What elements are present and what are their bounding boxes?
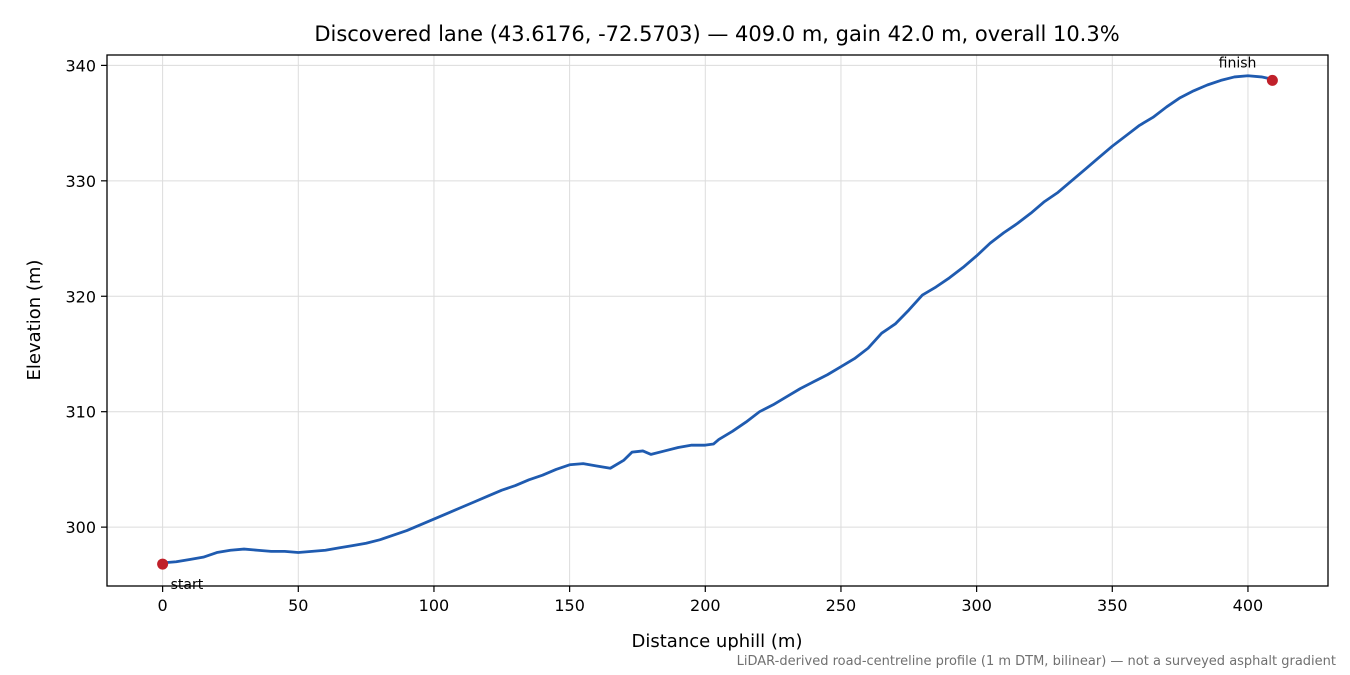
chart-title: Discovered lane (43.6176, -72.5703) — 40… (314, 22, 1119, 46)
y-tick-label: 320 (65, 287, 96, 306)
footnote: LiDAR-derived road-centreline profile (1… (737, 654, 1336, 669)
x-tick-label: 250 (826, 596, 857, 615)
x-tick-label: 350 (1097, 596, 1128, 615)
x-axis-label: Distance uphill (m) (632, 631, 803, 652)
elevation-profile-line (161, 74, 1274, 565)
x-tick-label: 400 (1233, 596, 1264, 615)
plot-area-frame (106, 54, 1329, 587)
endpoint-markers: start finish (157, 55, 1278, 593)
y-tick-label: 330 (65, 172, 96, 191)
x-axis-ticks: 0 50 100 150 200 250 300 350 400 (158, 586, 1264, 615)
x-tick-label: 50 (288, 596, 308, 615)
finish-point-marker (1266, 74, 1278, 86)
grid-lines (107, 55, 1328, 586)
x-tick-label: 200 (690, 596, 721, 615)
x-tick-label: 0 (158, 596, 168, 615)
y-tick-label: 310 (65, 403, 96, 422)
finish-label: finish (1219, 55, 1257, 71)
start-point-marker (157, 558, 169, 570)
start-label: start (171, 577, 204, 593)
y-tick-label: 300 (65, 518, 96, 537)
y-tick-label: 340 (65, 56, 96, 75)
y-axis-ticks: 300 310 320 330 340 (65, 56, 107, 537)
x-tick-label: 300 (961, 596, 992, 615)
x-tick-label: 150 (554, 596, 585, 615)
y-axis-label: Elevation (m) (24, 260, 45, 381)
x-tick-label: 100 (419, 596, 450, 615)
series-layer (161, 74, 1274, 565)
